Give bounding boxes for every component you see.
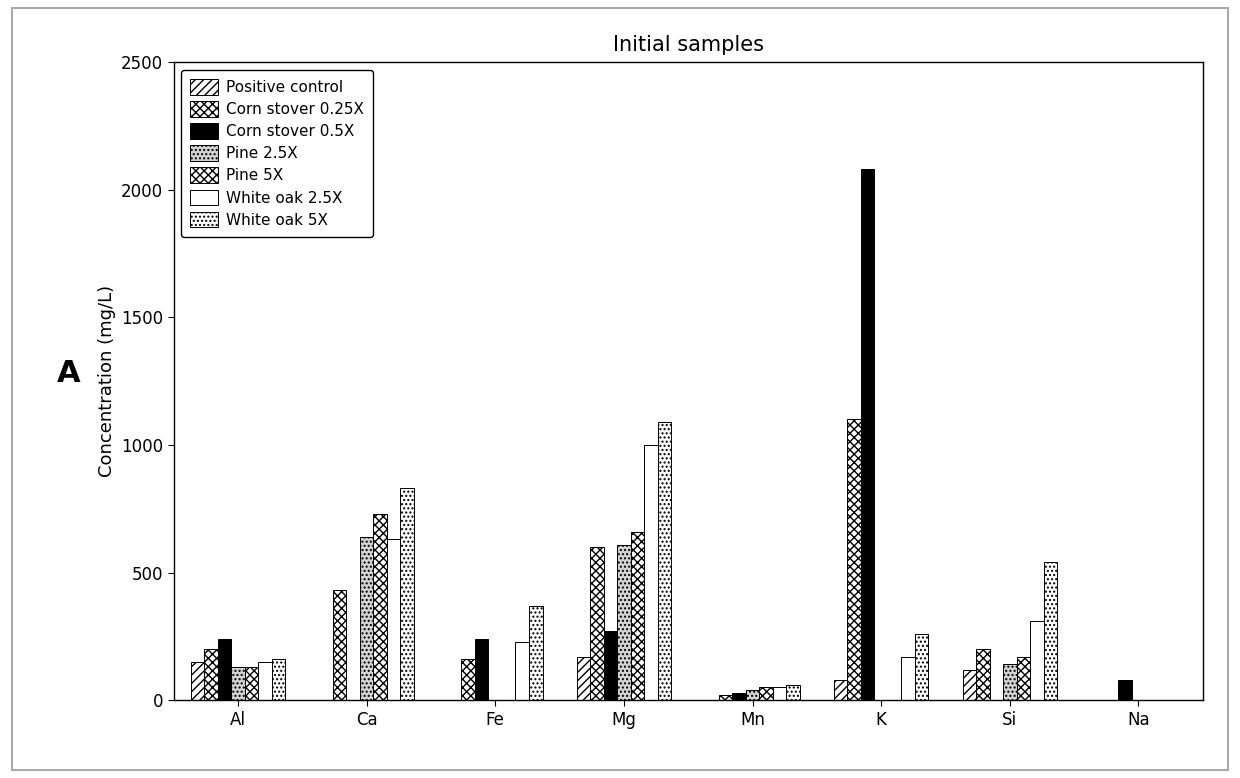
Bar <box>1003 664 1017 700</box>
Bar <box>590 547 604 700</box>
Bar <box>773 688 786 700</box>
Bar <box>901 657 915 700</box>
Text: A: A <box>56 359 81 388</box>
Bar <box>644 445 657 700</box>
Bar <box>231 667 244 700</box>
Bar <box>516 642 529 700</box>
Bar <box>861 170 874 700</box>
Bar <box>1118 680 1132 700</box>
Bar <box>962 670 976 700</box>
Bar <box>373 514 387 700</box>
Bar <box>205 649 218 700</box>
Bar <box>387 539 401 700</box>
Bar <box>1017 657 1030 700</box>
Title: Initial samples: Initial samples <box>613 35 764 55</box>
Bar <box>847 419 861 700</box>
Bar <box>604 631 618 700</box>
Bar <box>461 660 475 700</box>
Bar <box>733 692 745 700</box>
Bar <box>577 657 590 700</box>
Bar <box>529 606 543 700</box>
Bar <box>833 680 847 700</box>
Bar <box>786 685 800 700</box>
Bar <box>475 639 489 700</box>
Bar <box>401 489 414 700</box>
Bar <box>1044 562 1058 700</box>
Bar <box>915 634 929 700</box>
Bar <box>191 662 205 700</box>
Bar <box>360 537 373 700</box>
Bar <box>657 422 671 700</box>
Bar <box>218 639 231 700</box>
Bar <box>332 591 346 700</box>
Bar <box>244 667 258 700</box>
Y-axis label: Concentration (mg/L): Concentration (mg/L) <box>98 286 115 477</box>
Bar <box>1030 621 1044 700</box>
Bar <box>745 690 759 700</box>
Bar <box>976 649 990 700</box>
Bar <box>258 662 272 700</box>
Bar <box>618 545 631 700</box>
Legend: Positive control, Corn stover 0.25X, Corn stover 0.5X, Pine 2.5X, Pine 5X, White: Positive control, Corn stover 0.25X, Cor… <box>181 70 373 237</box>
Bar <box>272 660 285 700</box>
Bar <box>759 688 773 700</box>
Bar <box>631 532 644 700</box>
Bar <box>719 695 733 700</box>
